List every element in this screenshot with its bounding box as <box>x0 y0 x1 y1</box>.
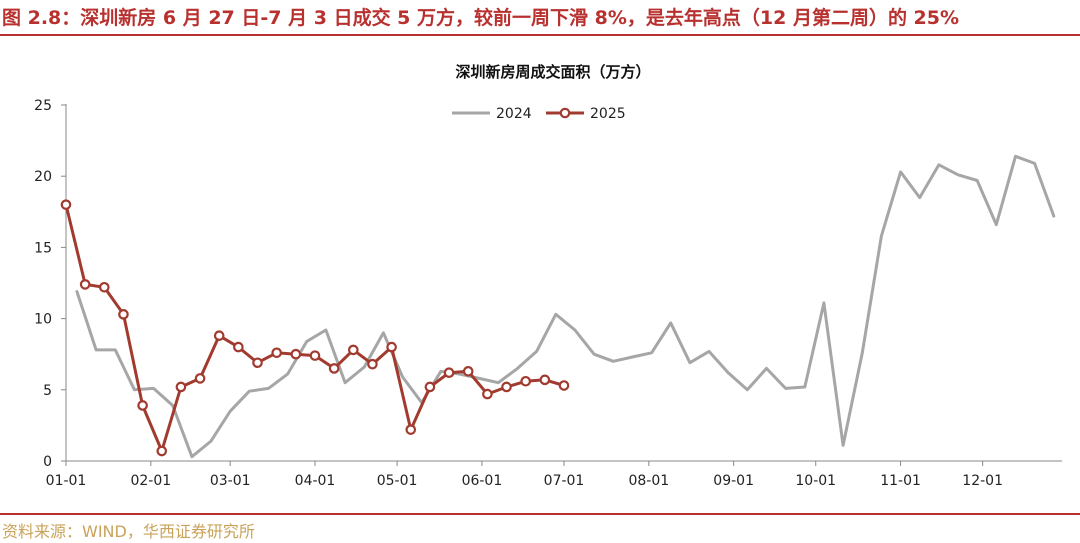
legend-label: 2024 <box>496 106 532 122</box>
data-point-2025 <box>118 309 129 320</box>
x-tick-label: 09-01 <box>713 473 754 489</box>
series-line-2024 <box>75 154 1056 459</box>
data-point-2025 <box>175 381 187 393</box>
footer-divider <box>0 513 1080 515</box>
x-tick-label: 06-01 <box>462 473 503 489</box>
y-tick-label: 25 <box>34 98 52 114</box>
y-tick-label: 0 <box>43 454 52 470</box>
data-point-2025 <box>309 350 321 361</box>
x-tick-label: 10-01 <box>795 473 836 489</box>
data-point-2025 <box>443 367 455 379</box>
data-point-2025 <box>405 424 417 435</box>
source-note: 资料来源：WIND，华西证券研究所 <box>2 522 255 541</box>
data-point-2025 <box>79 279 91 290</box>
x-tick-label: 01-01 <box>46 473 87 489</box>
x-tick-label: 11-01 <box>880 473 921 489</box>
data-point-2025 <box>539 374 551 386</box>
x-tick-label: 12-01 <box>962 473 1003 489</box>
x-tick-label: 08-01 <box>628 473 669 489</box>
data-point-2025 <box>252 357 263 369</box>
data-point-2025 <box>424 381 436 393</box>
series-line-2025 <box>64 203 566 453</box>
data-point-2025 <box>156 445 168 457</box>
data-point-2025 <box>99 281 110 293</box>
data-point-2025 <box>520 375 531 387</box>
data-point-2025 <box>137 400 148 411</box>
data-point-2025 <box>367 358 378 370</box>
data-point-2025 <box>194 373 206 384</box>
data-point-2025 <box>501 381 512 393</box>
legend-item-2025: 2025 <box>546 106 626 122</box>
series-2024 <box>75 154 1056 459</box>
data-point-2025 <box>60 199 72 210</box>
data-point-2025 <box>290 348 302 360</box>
data-point-2025 <box>233 341 244 353</box>
chart-series <box>60 154 1056 459</box>
data-point-2025 <box>271 347 282 359</box>
data-point-2025 <box>482 388 493 400</box>
legend-marker <box>559 107 571 119</box>
y-tick-label: 5 <box>43 383 52 399</box>
chart-legend: 2024 2025 <box>452 106 626 122</box>
x-tick-label: 05-01 <box>377 473 418 489</box>
data-point-2025 <box>386 341 397 353</box>
y-tick-label: 20 <box>34 169 52 185</box>
data-point-2025 <box>348 344 359 356</box>
data-point-2025 <box>462 365 474 377</box>
legend-label: 2025 <box>590 106 626 122</box>
y-tick-label: 15 <box>34 240 52 256</box>
x-tick-label: 02-01 <box>130 473 171 489</box>
header-divider <box>0 34 1080 36</box>
figure-header: 图 2.8：深圳新房 6 月 27 日-7 月 3 日成交 5 万方，较前一周下… <box>0 0 1080 36</box>
x-tick-label: 03-01 <box>210 473 251 489</box>
legend-item-2024: 2024 <box>452 106 532 122</box>
data-point-2025 <box>328 363 340 374</box>
x-tick-label: 04-01 <box>295 473 336 489</box>
chart-title: 深圳新房周成交面积（万方） <box>455 63 650 81</box>
series-2025 <box>60 199 570 457</box>
x-tick-label: 07-01 <box>544 473 585 489</box>
figure-title: 图 2.8：深圳新房 6 月 27 日-7 月 3 日成交 5 万方，较前一周下… <box>2 7 960 29</box>
y-tick-label: 10 <box>34 312 52 328</box>
data-point-2025 <box>213 330 225 341</box>
data-point-2025 <box>558 380 570 391</box>
